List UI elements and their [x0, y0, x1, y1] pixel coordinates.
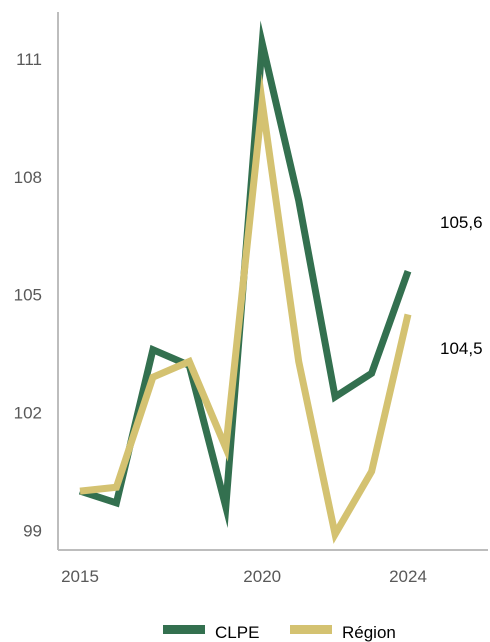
axes: [57, 12, 488, 551]
y-tick-label: 108: [14, 168, 42, 187]
legend-item: Région: [290, 623, 396, 642]
legend: CLPE Région: [163, 623, 396, 642]
series-lines: [78, 20, 412, 544]
legend-label: Région: [342, 623, 396, 642]
legend-item: CLPE: [163, 623, 259, 642]
series-line-region: [79, 73, 412, 544]
y-tick-labels: 99 102 105 108 111: [14, 50, 42, 540]
legend-label: CLPE: [215, 623, 259, 642]
y-tick-label: 105: [14, 286, 42, 305]
x-tick-label: 2015: [61, 567, 99, 586]
end-labels: 105,6 104,5: [440, 213, 483, 358]
y-tick-label: 102: [14, 404, 42, 423]
legend-swatch: [290, 625, 332, 634]
x-tick-label: 2020: [243, 567, 281, 586]
y-tick-label: 111: [16, 50, 42, 69]
x-tick-label: 2024: [389, 567, 427, 586]
y-tick-label: 99: [23, 521, 42, 540]
end-value-label: 104,5: [440, 339, 483, 358]
x-tick-labels: 2015 2020 2024: [61, 567, 427, 586]
end-value-label: 105,6: [440, 213, 483, 232]
legend-swatch: [163, 625, 205, 634]
